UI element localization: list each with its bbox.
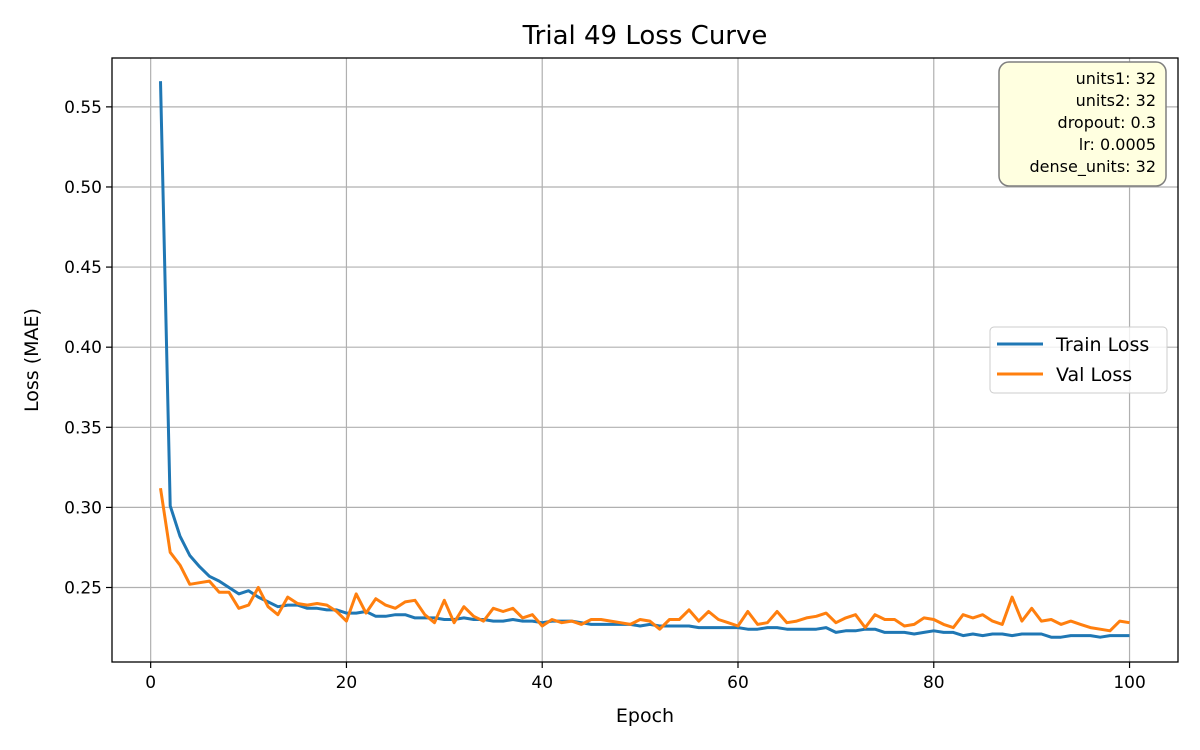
val-loss-line <box>159 487 1130 633</box>
y-axis-label: Loss (MAE) <box>21 308 43 412</box>
hp-lr: lr: 0.0005 <box>1079 135 1156 154</box>
x-tick-label: 100 <box>1113 673 1145 693</box>
hp-dropout: dropout: 0.3 <box>1058 113 1156 132</box>
chart-title: Trial 49 Loss Curve <box>522 21 768 51</box>
legend: Train Loss Val Loss <box>989 326 1168 394</box>
y-tick-label: 0.45 <box>64 258 102 278</box>
x-tick-label: 60 <box>727 673 749 693</box>
hp-units2: units2: 32 <box>1076 91 1156 110</box>
x-tick-label: 20 <box>336 673 358 693</box>
legend-label-train: Train Loss <box>1055 334 1149 356</box>
x-tick-label: 40 <box>531 673 553 693</box>
y-tick-label: 0.35 <box>64 418 102 438</box>
y-tick-label: 0.25 <box>64 579 102 599</box>
x-axis-label: Epoch <box>616 705 674 727</box>
hyperparameter-box: units1: 32 units2: 32 dropout: 0.3 lr: 0… <box>998 61 1167 187</box>
y-tick-label: 0.55 <box>64 98 102 118</box>
x-axis-ticks: 0 20 40 60 80 100 <box>145 662 1146 693</box>
hyperparameter-box-bg <box>998 61 1167 187</box>
y-tick-label: 0.40 <box>64 338 102 358</box>
x-tick-label: 0 <box>145 673 156 693</box>
y-tick-label: 0.30 <box>64 498 102 518</box>
hp-units1: units1: 32 <box>1076 69 1156 88</box>
plot-frame <box>111 57 1179 663</box>
y-tick-label: 0.50 <box>64 178 102 198</box>
train-loss-line <box>159 81 1130 639</box>
x-tick-label: 80 <box>923 673 945 693</box>
y-axis-ticks: 0.25 0.30 0.35 0.40 0.45 0.50 0.55 <box>64 98 112 599</box>
legend-label-val: Val Loss <box>1056 364 1132 386</box>
hp-dense-units: dense_units: 32 <box>1030 157 1157 177</box>
series-lines <box>159 81 1130 639</box>
